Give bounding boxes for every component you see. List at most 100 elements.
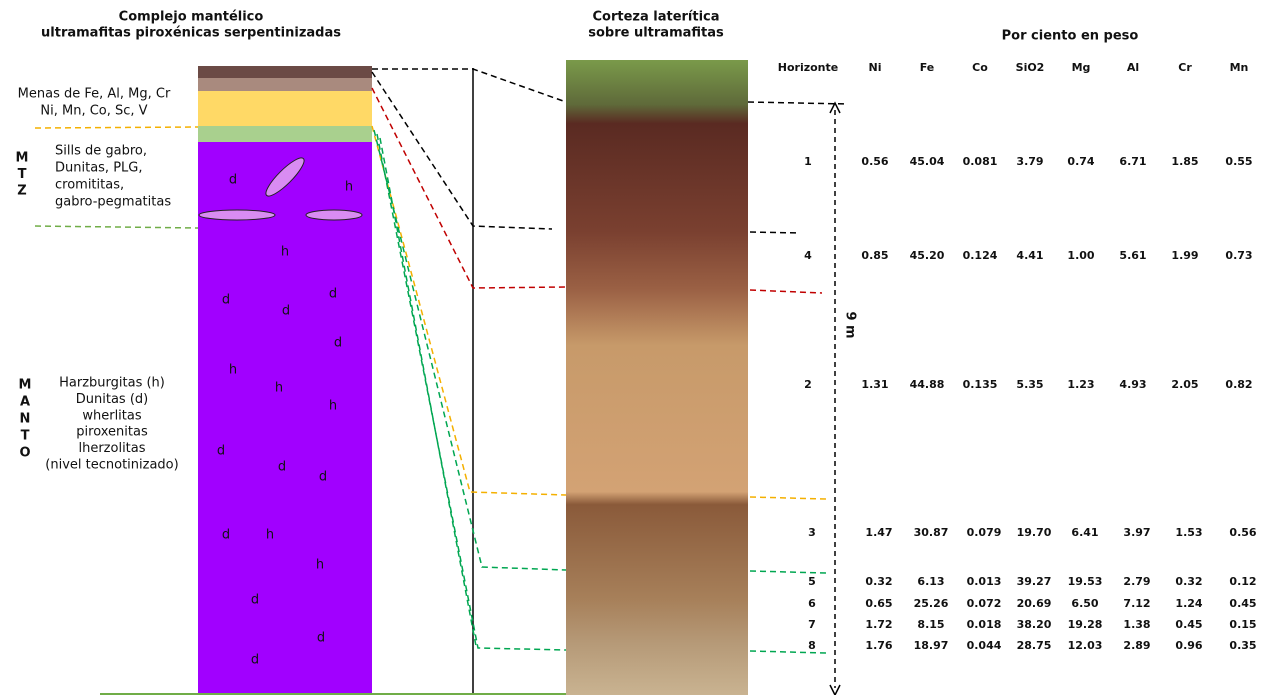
layer: [198, 142, 372, 695]
manto-letter: T: [21, 429, 30, 444]
table-cell: 39.27: [1017, 575, 1052, 588]
table-cell: 6.41: [1071, 526, 1098, 539]
table-cell: 0.74: [1067, 155, 1094, 168]
table-cell: 5.61: [1119, 249, 1146, 262]
rock-symbol: d: [317, 631, 325, 646]
layer: [198, 126, 372, 142]
connector: [379, 137, 477, 647]
table-cell: 2.79: [1123, 575, 1150, 588]
column-title: ultramafitas piroxénicas serpentinizadas: [41, 26, 341, 41]
rock-symbol: h: [229, 363, 237, 378]
table-cell: 19.70: [1017, 526, 1052, 539]
table-cell: 1.53: [1175, 526, 1202, 539]
rock-symbol: d: [217, 444, 225, 459]
table-cell: 0.124: [963, 249, 998, 262]
table-header: Ni: [869, 61, 882, 74]
rock-symbol: d: [319, 470, 327, 485]
table-cell: 0.15: [1229, 618, 1256, 631]
table-cell: 1.47: [865, 526, 892, 539]
table-cell: 1.24: [1175, 597, 1202, 610]
table-cell: 0.018: [967, 618, 1002, 631]
layer: [198, 91, 372, 126]
rock-symbol: d: [334, 336, 342, 351]
table-cell: 0.55: [1225, 155, 1252, 168]
manto-letter: O: [19, 446, 30, 461]
table-cell: 1.23: [1067, 378, 1094, 391]
connector: [34, 225, 199, 229]
table-cell: 3.79: [1016, 155, 1043, 168]
table-cell: 44.88: [910, 378, 945, 391]
table-cell: 1.76: [865, 639, 892, 652]
connector: [34, 126, 199, 129]
table-cell: 5.35: [1016, 378, 1043, 391]
table-cell: 0.56: [861, 155, 888, 168]
mtz-label: Sills de gabro,: [55, 144, 147, 159]
connector: [749, 570, 827, 574]
rock-symbol: d: [278, 460, 286, 475]
table-cell: 6.50: [1071, 597, 1098, 610]
photo: [566, 60, 748, 695]
table-cell: 1.99: [1171, 249, 1198, 262]
table-cell: 18.97: [914, 639, 949, 652]
table-cell: 0.079: [967, 526, 1002, 539]
table-cell: 45.04: [910, 155, 945, 168]
horizon-label: 8: [808, 639, 816, 652]
rock-symbol: h: [281, 245, 289, 260]
mtz-letter: Z: [17, 184, 26, 199]
horizon-label: 3: [808, 526, 816, 539]
table-title: Por ciento en peso: [1002, 29, 1139, 44]
horizon-label: 7: [808, 618, 816, 631]
horizon-label: 2: [804, 378, 812, 391]
table-cell: 6.13: [917, 575, 944, 588]
horizon-label: 5: [808, 575, 816, 588]
connector: [371, 87, 567, 289]
table-cell: 4.93: [1119, 378, 1146, 391]
arrow-head: [829, 101, 841, 695]
connector: [749, 231, 801, 234]
table-header: Horizonte: [778, 61, 838, 74]
table-cell: 38.20: [1017, 618, 1052, 631]
manto-label: Dunitas (d): [76, 392, 148, 407]
manto-letter: M: [19, 378, 32, 393]
table-cell: 0.072: [967, 597, 1002, 610]
table-cell: 28.75: [1017, 639, 1052, 652]
mtz-label: cromititas,: [55, 178, 124, 193]
table-cell: 0.35: [1229, 639, 1256, 652]
mtz-letter: M: [16, 151, 29, 166]
ores-label: Menas de Fe, Al, Mg, Cr: [18, 87, 171, 102]
column: [198, 66, 372, 695]
horizon-label: 1: [804, 155, 812, 168]
column-title: Complejo mantélico: [119, 10, 264, 25]
table-cell: 6.71: [1119, 155, 1146, 168]
mtz-label: Dunitas, PLG,: [55, 161, 143, 176]
connector: [376, 133, 567, 651]
table-cell: 12.03: [1068, 639, 1103, 652]
table-cell: 25.26: [914, 597, 949, 610]
manto-letter: N: [20, 412, 31, 427]
rock-symbol: d: [251, 653, 259, 668]
table-cell: 2.05: [1171, 378, 1198, 391]
rock-symbol: h: [316, 558, 324, 573]
rock-symbol: h: [329, 399, 337, 414]
table-cell: 8.15: [917, 618, 944, 631]
layer: [198, 66, 372, 78]
table-cell: 0.081: [963, 155, 998, 168]
mtz-label: gabro-pegmatitas: [55, 195, 171, 210]
rock-symbol: h: [345, 180, 353, 195]
rock-symbol: h: [275, 381, 283, 396]
connector: [749, 289, 823, 294]
connector: [373, 129, 567, 571]
table-cell: 19.28: [1068, 618, 1103, 631]
table-header: SiO2: [1016, 61, 1045, 74]
ores-label: Ni, Mn, Co, Sc, V: [40, 104, 147, 119]
table-cell: 3.97: [1123, 526, 1150, 539]
photo-title: sobre ultramafitas: [588, 26, 724, 41]
rock-symbol: d: [251, 593, 259, 608]
table-header: Mn: [1230, 61, 1249, 74]
table-cell: 7.12: [1123, 597, 1150, 610]
horizon-label: 4: [804, 249, 812, 262]
connector: [372, 68, 567, 103]
table-cell: 0.12: [1229, 575, 1256, 588]
thickness-label: 9 m: [843, 311, 858, 338]
table-cell: 1.72: [865, 618, 892, 631]
